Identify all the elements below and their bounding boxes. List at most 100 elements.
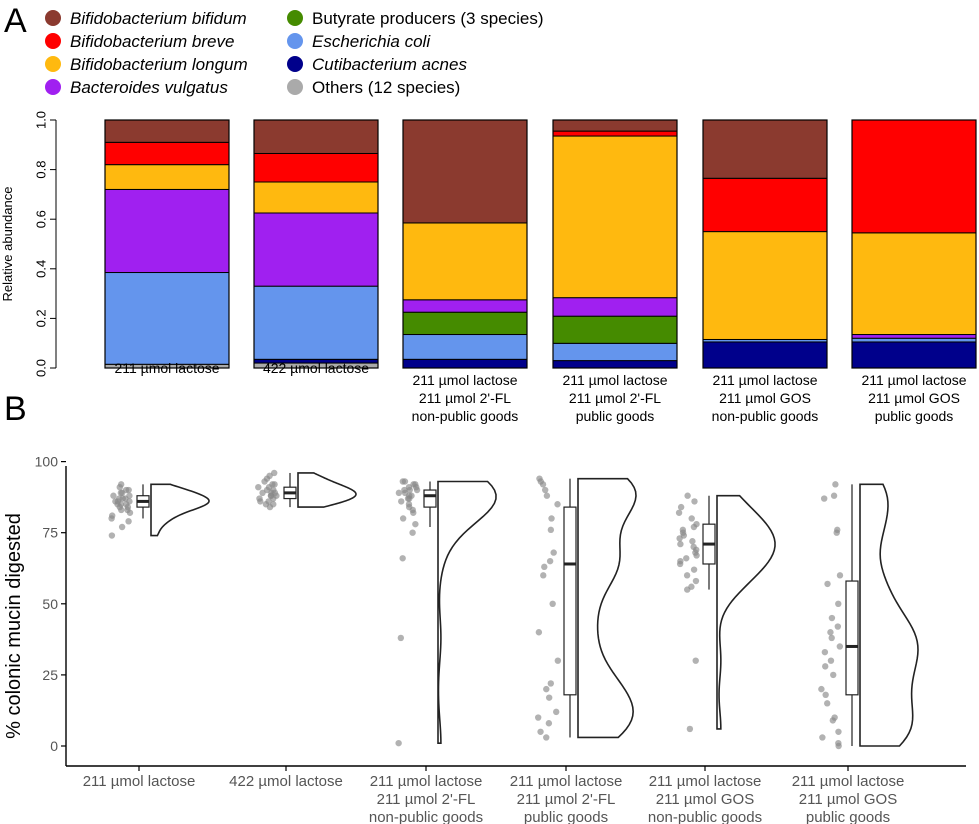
chart-b-y-tick-label: 50 <box>42 596 58 612</box>
bar-outline <box>104 119 230 369</box>
chart-b-x-tick-label: 211 µmol lactose <box>649 773 762 790</box>
chart-a-y-tick-label: 1.0 <box>34 111 49 129</box>
data-point <box>545 720 553 727</box>
chart-b-x-tick-label: 211 µmol GOS <box>656 791 754 808</box>
data-point <box>683 555 690 562</box>
data-point <box>693 552 700 559</box>
data-point <box>108 532 116 539</box>
legend-swatch <box>287 33 303 49</box>
box-body <box>845 580 859 696</box>
chart-a-x-tick-label: 211 µmol lactose <box>412 372 517 388</box>
data-point <box>690 566 698 573</box>
data-point <box>126 509 134 516</box>
data-point <box>818 685 825 693</box>
box-body <box>563 506 577 696</box>
data-point <box>257 498 264 505</box>
chart-a-x-tick-label: 211 µmol GOS <box>868 390 960 406</box>
bar-segment <box>851 337 977 343</box>
data-point <box>691 498 698 505</box>
data-point <box>676 560 684 568</box>
data-point <box>541 486 549 494</box>
bar-segment <box>104 188 230 274</box>
bar-outline <box>851 119 977 369</box>
data-point <box>684 586 691 593</box>
chart-b-y-tick-label: 0 <box>50 738 58 754</box>
bar-segment <box>104 119 230 143</box>
data-point <box>549 600 556 607</box>
data-point <box>832 481 839 488</box>
bar-segment <box>402 222 528 301</box>
chart-a-x-tick-label: 211 µmol 2'-FL <box>419 390 511 406</box>
data-point <box>395 489 403 497</box>
data-point <box>821 648 829 656</box>
data-point <box>830 492 838 499</box>
bar-outline <box>402 119 528 369</box>
data-point <box>271 469 278 477</box>
data-point <box>412 520 419 528</box>
chart-a-x-tick-label: non-public goods <box>712 408 819 424</box>
chart-b-y-tick-label: 75 <box>42 525 58 541</box>
bar-segment <box>702 231 828 340</box>
legend-label: Bifidobacterium breve <box>70 32 234 51</box>
bar-segment <box>552 119 678 132</box>
chart-a-x-tick-label: 211 µmol GOS <box>719 390 811 406</box>
chart-a-y-tick-label: 0.0 <box>34 359 49 377</box>
bar-segment <box>402 358 528 369</box>
data-point <box>553 708 560 716</box>
chart-a-x-tick-label: 211 µmol lactose <box>114 360 219 376</box>
data-point <box>409 529 416 536</box>
bar-segment <box>851 232 977 336</box>
bar-segment <box>851 334 977 339</box>
bar-segment <box>552 315 678 344</box>
data-point <box>824 700 831 707</box>
legend-label: Others (12 species) <box>312 78 460 97</box>
chart-a-y-tick-label: 0.6 <box>34 210 49 228</box>
bar-outline <box>552 119 678 369</box>
chart-b-x-tick-label: public goods <box>806 809 890 824</box>
bar-segment <box>253 181 379 214</box>
data-point <box>829 717 837 724</box>
data-point <box>399 515 407 522</box>
data-point <box>677 503 685 511</box>
data-point <box>684 492 691 499</box>
legend-label: Cutibacterium acnes <box>312 55 467 74</box>
data-point <box>259 489 266 497</box>
data-point <box>833 529 840 536</box>
data-point <box>545 694 553 701</box>
data-point <box>406 486 413 494</box>
data-point <box>541 563 548 571</box>
data-point <box>550 549 557 556</box>
data-point <box>835 600 842 607</box>
bar-segment <box>702 177 828 233</box>
data-point <box>835 742 842 750</box>
data-point <box>827 629 834 636</box>
chart-b-x-tick-label: 422 µmol lactose <box>229 773 343 790</box>
data-point <box>266 503 274 511</box>
chart-b-y-tick-label: 25 <box>42 667 58 683</box>
data-point <box>537 728 544 735</box>
data-point <box>397 634 405 642</box>
chart-a-y-tick-label: 0.4 <box>34 260 49 278</box>
data-point <box>820 495 828 502</box>
data-point <box>401 478 409 485</box>
data-point <box>686 725 694 733</box>
data-point <box>543 492 551 499</box>
chart-a-y-axis-label: Relative abundance <box>0 187 15 302</box>
data-point <box>261 478 268 485</box>
data-point <box>548 515 555 522</box>
violin-half <box>437 480 497 744</box>
bar-segment <box>552 297 678 317</box>
bar-segment <box>253 285 379 360</box>
chart-a-x-tick-label: 211 µmol lactose <box>562 372 667 388</box>
legend-label: Bifidobacterium longum <box>70 55 248 74</box>
data-point <box>125 518 132 525</box>
bar-segment <box>402 334 528 360</box>
chart-b-x-tick-label: 211 µmol lactose <box>510 773 623 790</box>
data-point <box>117 489 125 497</box>
legend-label: Bifidobacterium bifidum <box>70 9 247 28</box>
data-point <box>828 614 836 622</box>
data-point <box>110 492 117 499</box>
data-point <box>836 643 844 650</box>
data-point <box>834 623 842 630</box>
data-point <box>406 495 413 502</box>
